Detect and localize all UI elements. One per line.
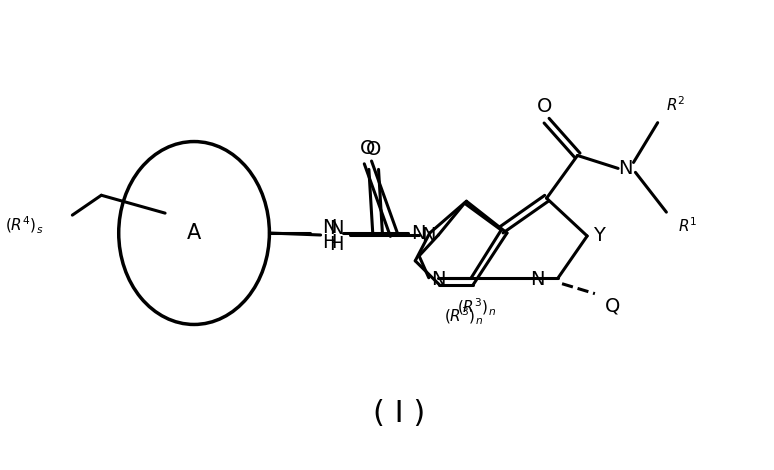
Text: A: A: [187, 223, 201, 243]
Text: $(R^3)_n$: $(R^3)_n$: [444, 306, 483, 327]
Text: Y: Y: [593, 227, 604, 245]
Text: N: N: [530, 270, 545, 289]
Text: N: N: [422, 226, 436, 244]
Text: N: N: [618, 159, 633, 178]
Text: H: H: [322, 234, 337, 252]
Text: O: O: [360, 139, 375, 158]
Text: O: O: [366, 140, 382, 159]
Text: N: N: [431, 270, 446, 289]
Text: $R^1$: $R^1$: [678, 217, 697, 235]
Text: H: H: [329, 235, 344, 254]
Text: $(R^4)_s$: $(R^4)_s$: [5, 214, 43, 235]
Text: O: O: [537, 97, 553, 116]
Text: N: N: [411, 224, 426, 243]
Text: N: N: [322, 218, 337, 236]
Text: $R^2$: $R^2$: [666, 95, 686, 114]
Text: N: N: [329, 219, 344, 237]
Text: Q: Q: [604, 296, 620, 315]
Text: $(R^3)_n$: $(R^3)_n$: [457, 297, 495, 318]
Text: ( I ): ( I ): [373, 400, 425, 429]
